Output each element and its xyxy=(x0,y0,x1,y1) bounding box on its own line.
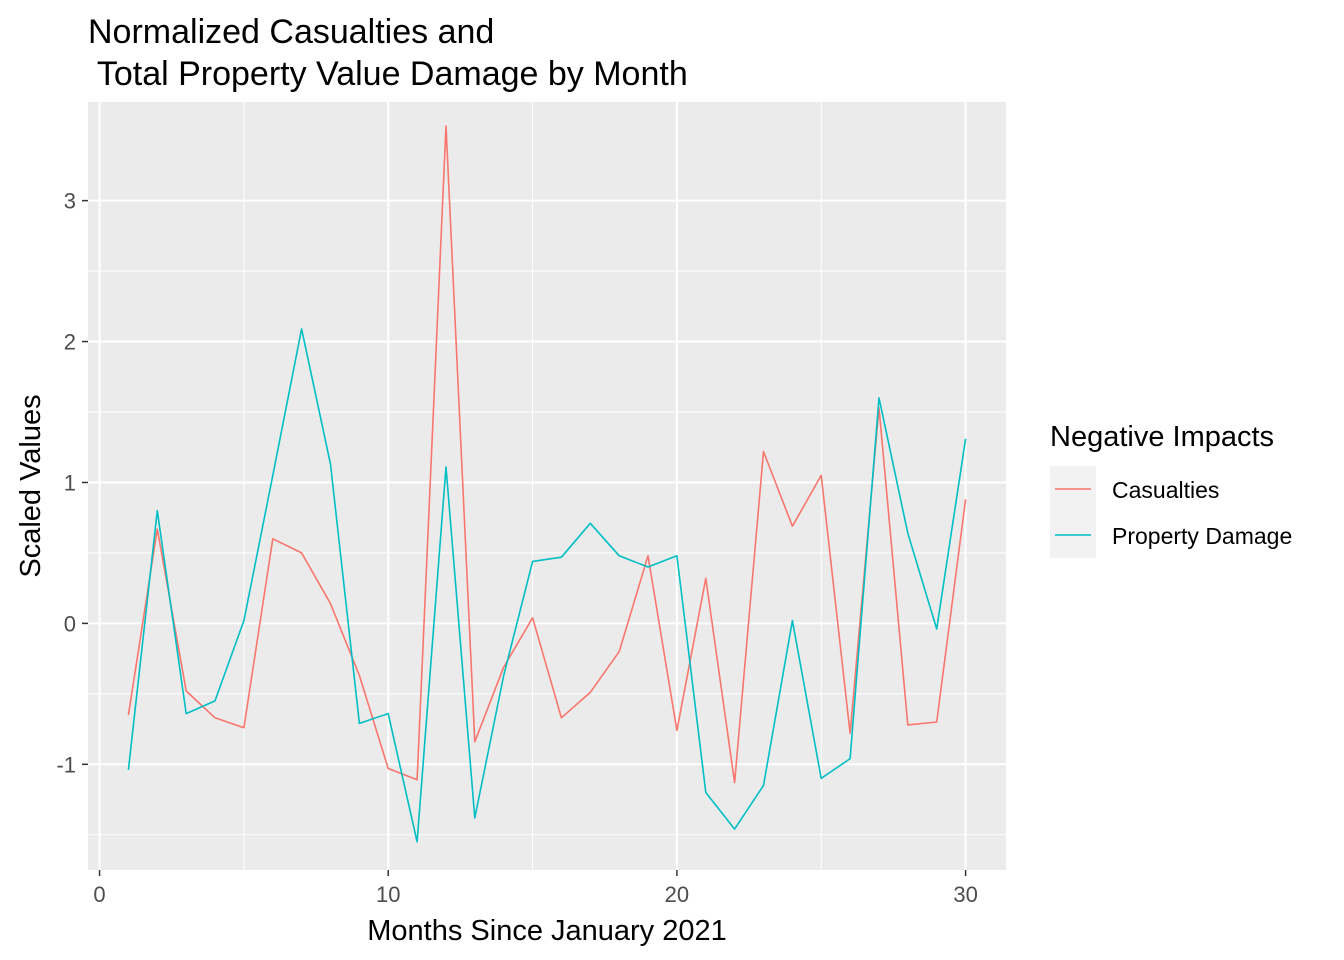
x-axis-ticks: 0 10 20 30 xyxy=(93,870,978,907)
y-tick-label: 0 xyxy=(64,611,76,636)
y-tick-label: 1 xyxy=(64,470,76,495)
y-axis-title: Scaled Values xyxy=(15,394,47,577)
x-tick-label: 30 xyxy=(953,882,977,907)
legend: Negative Impacts Casualties Property Dam… xyxy=(1050,421,1292,558)
series-lines xyxy=(127,125,967,843)
x-tick-label: 10 xyxy=(376,882,400,907)
x-axis-title: Months Since January 2021 xyxy=(367,915,727,947)
minor-gridlines xyxy=(88,102,1006,870)
chart-title-line-1: Normalized Casualties and xyxy=(88,13,494,51)
y-tick-label: 3 xyxy=(64,189,76,214)
y-axis-ticks: -1 0 1 2 3 xyxy=(56,189,88,777)
x-tick-label: 0 xyxy=(93,882,105,907)
series-line-property-damage xyxy=(127,328,967,843)
x-tick-label: 20 xyxy=(665,882,689,907)
plot-panel xyxy=(88,102,1006,870)
legend-title: Negative Impacts xyxy=(1050,421,1274,453)
y-tick-label: -1 xyxy=(56,752,76,777)
major-gridlines xyxy=(88,102,1006,870)
y-tick-label: 2 xyxy=(64,330,76,355)
legend-label-casualties: Casualties xyxy=(1112,477,1219,503)
series-line-casualties xyxy=(127,125,967,784)
chart-title-line-2: Total Property Value Damage by Month xyxy=(88,55,688,93)
legend-label-property-damage: Property Damage xyxy=(1112,523,1292,549)
